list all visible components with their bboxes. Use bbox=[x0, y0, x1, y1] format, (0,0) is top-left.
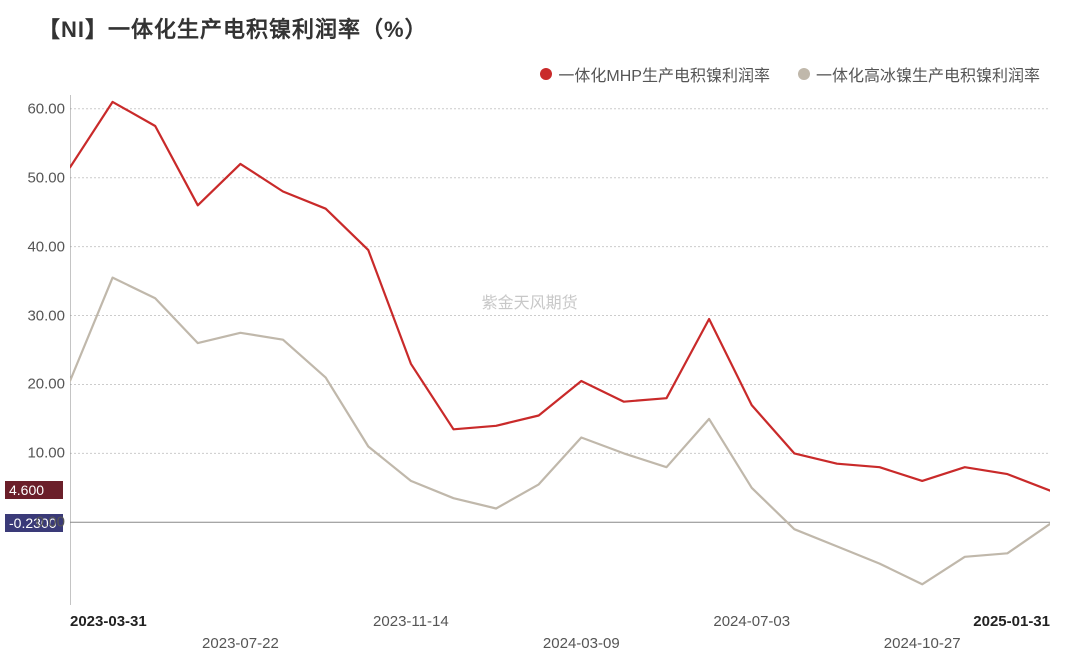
value-badge-series1: 4.600 bbox=[5, 481, 63, 499]
y-tick-label: 50.00 bbox=[5, 169, 65, 186]
series-line bbox=[70, 278, 1050, 585]
plot-svg bbox=[70, 95, 1050, 605]
y-tick-label: 40.00 bbox=[5, 238, 65, 255]
y-tick-label: 10.00 bbox=[5, 445, 65, 462]
chart-title: 【NI】一体化生产电积镍利润率（%） bbox=[38, 12, 428, 44]
chart-container: 【NI】一体化生产电积镍利润率（%） 一体化MHP生产电积镍利润率 一体化高冰镍… bbox=[0, 0, 1080, 655]
legend-item-series2: 一体化高冰镍生产电积镍利润率 bbox=[798, 62, 1040, 86]
legend-marker-2 bbox=[798, 68, 810, 80]
series-group bbox=[70, 102, 1050, 584]
series-line bbox=[70, 102, 1050, 491]
legend-label-1: 一体化MHP生产电积镍利润率 bbox=[558, 62, 770, 86]
x-tick-label: 2023-03-31 bbox=[70, 613, 147, 630]
legend-marker-1 bbox=[540, 68, 552, 80]
y-tick-label: 0.00 bbox=[5, 514, 65, 531]
legend-item-series1: 一体化MHP生产电积镍利润率 bbox=[540, 62, 770, 86]
legend: 一体化MHP生产电积镍利润率 一体化高冰镍生产电积镍利润率 bbox=[540, 62, 1040, 86]
x-tick-label: 2025-01-31 bbox=[973, 613, 1050, 630]
legend-label-2: 一体化高冰镍生产电积镍利润率 bbox=[816, 62, 1040, 86]
x-tick-label: 2024-10-27 bbox=[884, 635, 961, 652]
y-tick-label: 60.00 bbox=[5, 100, 65, 117]
x-tick-label: 2023-07-22 bbox=[202, 635, 279, 652]
x-tick-label: 2023-11-14 bbox=[373, 613, 449, 630]
x-tick-label: 2024-03-09 bbox=[543, 635, 620, 652]
x-tick-label: 2024-07-03 bbox=[713, 613, 790, 630]
plot-area bbox=[70, 95, 1050, 605]
y-tick-label: 20.00 bbox=[5, 376, 65, 393]
y-tick-label: 30.00 bbox=[5, 307, 65, 324]
